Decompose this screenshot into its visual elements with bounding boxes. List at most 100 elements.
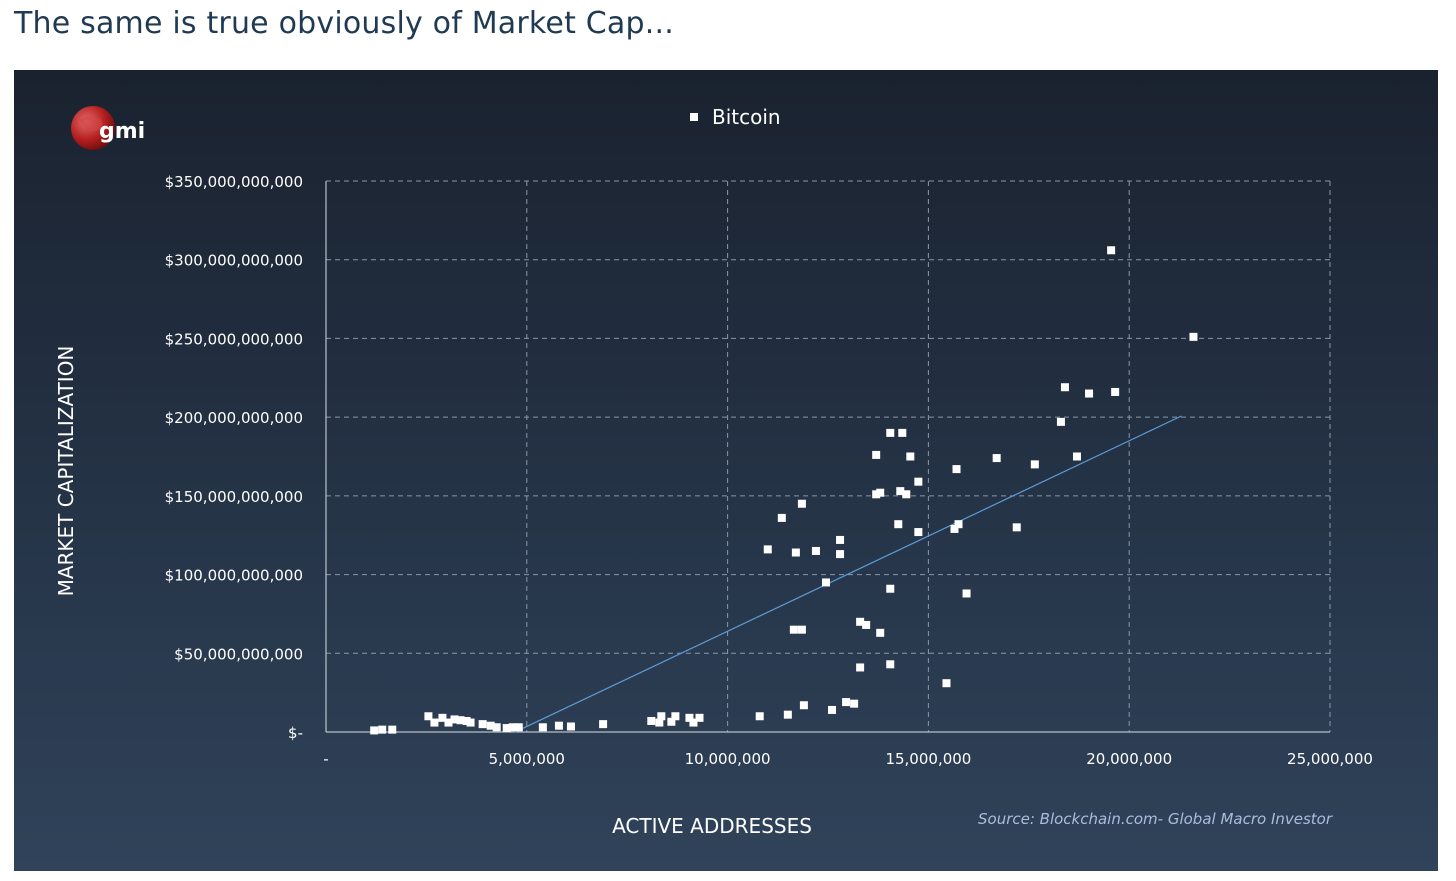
data-point-bitcoin	[671, 712, 680, 721]
data-point-bitcoin	[514, 723, 523, 732]
data-point-bitcoin	[872, 490, 881, 499]
data-point-bitcoin	[952, 465, 961, 474]
data-point-bitcoin	[898, 428, 907, 437]
x-tick-label: 25,000,000	[1287, 750, 1373, 768]
x-tick-label: -	[323, 750, 328, 768]
data-point-bitcoin	[655, 718, 664, 727]
data-point-bitcoin	[444, 718, 453, 727]
data-point-bitcoin	[783, 710, 792, 719]
data-point-bitcoin	[1111, 387, 1120, 396]
y-tick-label: $50,000,000,000	[174, 645, 303, 663]
x-tick-label: 10,000,000	[685, 750, 771, 768]
chart-legend: Bitcoin	[690, 105, 781, 129]
data-point-bitcoin	[914, 477, 923, 486]
data-point-bitcoin	[1072, 452, 1081, 461]
data-point-bitcoin	[1085, 389, 1094, 398]
data-point-bitcoin	[876, 628, 885, 637]
data-point-bitcoin	[508, 723, 517, 732]
data-point-bitcoin	[950, 524, 959, 533]
data-point-bitcoin	[1030, 460, 1039, 469]
data-point-bitcoin	[791, 548, 800, 557]
data-point-bitcoin	[797, 499, 806, 508]
data-point-bitcoin	[566, 722, 575, 731]
x-tick-label: 20,000,000	[1086, 750, 1172, 768]
data-point-bitcoin	[992, 454, 1001, 463]
data-point-bitcoin	[954, 520, 963, 529]
data-point-bitcoin	[777, 513, 786, 522]
data-point-bitcoin	[842, 698, 851, 707]
data-point-bitcoin	[856, 617, 865, 626]
legend-swatch	[690, 113, 698, 121]
data-point-bitcoin	[502, 724, 511, 733]
data-point-bitcoin	[424, 712, 433, 721]
data-point-bitcoin	[667, 717, 676, 726]
x-tick-label: 5,000,000	[489, 750, 565, 768]
data-point-bitcoin	[538, 723, 547, 732]
y-tick-label: $300,000,000,000	[165, 252, 303, 270]
y-tick-label: $250,000,000,000	[165, 330, 303, 348]
data-point-bitcoin	[862, 620, 871, 629]
scatter-chart: $- $50,000,000,000 $100,000,000,000 $150,00…	[165, 173, 1373, 768]
data-point-bitcoin	[1012, 523, 1021, 532]
data-point-bitcoin	[388, 725, 397, 734]
data-point-bitcoin	[1060, 383, 1069, 392]
data-point-bitcoin	[896, 487, 905, 496]
data-point-bitcoin	[492, 723, 501, 732]
data-point-bitcoin	[797, 625, 806, 634]
data-point-bitcoin	[378, 725, 387, 734]
legend-label-bitcoin: Bitcoin	[712, 105, 781, 129]
data-point-bitcoin	[657, 712, 666, 721]
data-point-bitcoin	[695, 713, 704, 722]
y-tick-label: $100,000,000,000	[165, 567, 303, 585]
data-point-bitcoin	[902, 490, 911, 499]
data-point-bitcoin	[942, 679, 951, 688]
data-point-bitcoin	[478, 720, 487, 729]
data-point-bitcoin	[1056, 417, 1065, 426]
data-point-bitcoin	[886, 660, 895, 669]
data-point-bitcoin	[914, 528, 923, 537]
data-point-bitcoin	[554, 721, 563, 730]
data-point-bitcoin	[811, 546, 820, 555]
data-point-bitcoin	[755, 712, 764, 721]
data-point-bitcoin	[886, 584, 895, 593]
data-point-bitcoin	[438, 713, 447, 722]
data-point-bitcoin	[462, 716, 471, 725]
y-tick-label: $-	[288, 724, 303, 742]
x-axis-label: ACTIVE ADDRESSES	[612, 814, 812, 838]
data-point-bitcoin	[466, 718, 475, 727]
data-point-bitcoin	[763, 545, 772, 554]
data-point-bitcoin	[821, 578, 830, 587]
chart-panel: gmi Bitcoin MARKET CAPITALIZATION ACTIVE…	[14, 70, 1438, 871]
data-point-bitcoin	[599, 720, 608, 729]
source-note: Source: Blockchain.com- Global Macro Inv…	[978, 810, 1333, 828]
data-point-bitcoin	[872, 450, 881, 459]
y-tick-label: $150,000,000,000	[165, 488, 303, 506]
data-point-bitcoin	[647, 716, 656, 725]
logo-text: gmi	[99, 119, 145, 144]
data-point-bitcoin	[1189, 332, 1198, 341]
data-point-bitcoin	[799, 701, 808, 710]
data-point-bitcoin	[370, 726, 379, 735]
y-tick-label: $350,000,000,000	[165, 173, 303, 191]
data-point-bitcoin	[450, 715, 459, 724]
data-point-bitcoin	[962, 589, 971, 598]
y-tick-label: $200,000,000,000	[165, 409, 303, 427]
x-tick-label: 15,000,000	[885, 750, 971, 768]
data-point-bitcoin	[486, 721, 495, 730]
data-point-bitcoin	[789, 625, 798, 634]
data-point-bitcoin	[1107, 246, 1116, 255]
page-heading: The same is true obviously of Market Cap…	[14, 6, 674, 41]
data-point-bitcoin	[430, 718, 439, 727]
data-point-bitcoin	[689, 718, 698, 727]
data-point-bitcoin	[456, 716, 465, 725]
data-point-bitcoin	[906, 452, 915, 461]
trendline	[514, 415, 1182, 733]
data-point-bitcoin	[886, 428, 895, 437]
data-point-bitcoin	[876, 488, 885, 497]
data-point-bitcoin	[894, 520, 903, 529]
data-point-bitcoin	[836, 535, 845, 544]
data-point-bitcoin	[685, 713, 694, 722]
data-point-bitcoin	[850, 699, 859, 708]
data-point-bitcoin	[836, 550, 845, 559]
data-point-bitcoin	[828, 705, 837, 714]
